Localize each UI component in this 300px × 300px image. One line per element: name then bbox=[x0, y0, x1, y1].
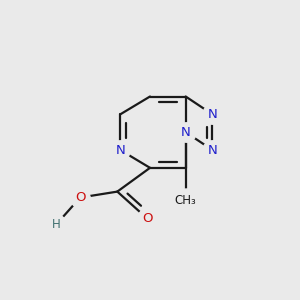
Text: N: N bbox=[181, 126, 190, 139]
Text: H: H bbox=[52, 218, 61, 231]
Text: O: O bbox=[142, 212, 152, 225]
Text: N: N bbox=[208, 108, 217, 121]
Text: O: O bbox=[75, 191, 86, 204]
Text: N: N bbox=[116, 143, 125, 157]
Text: N: N bbox=[208, 143, 217, 157]
Text: CH₃: CH₃ bbox=[175, 194, 196, 207]
